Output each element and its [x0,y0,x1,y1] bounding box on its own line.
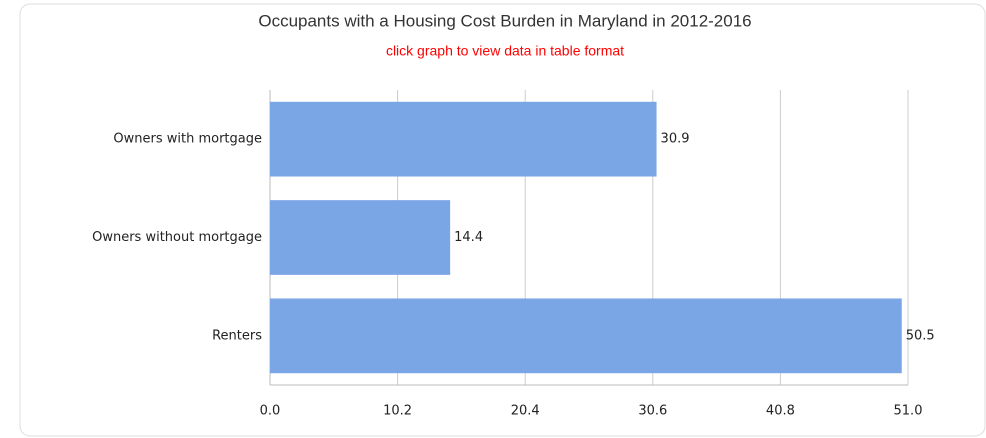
x-tick-label: 10.2 [383,404,412,419]
x-tick-label: 40.8 [766,404,795,419]
x-tick-label: 30.6 [638,404,667,419]
data-label: 14.4 [454,230,483,245]
x-tick-label: 51.0 [894,404,923,419]
y-tick-label: Renters [212,328,262,343]
x-tick-label: 0.0 [260,404,281,419]
chart-title: Occupants with a Housing Cost Burden in … [258,11,751,30]
bar [270,298,902,374]
data-label: 30.9 [661,132,690,147]
bar [270,200,451,275]
data-label: 50.5 [906,328,935,343]
y-tick-label: Owners without mortgage [92,230,262,245]
y-tick-label: Owners with mortgage [113,132,262,147]
bar [270,101,657,177]
x-tick-label: 20.4 [511,404,540,419]
chart-subtitle[interactable]: click graph to view data in table format [386,43,624,59]
